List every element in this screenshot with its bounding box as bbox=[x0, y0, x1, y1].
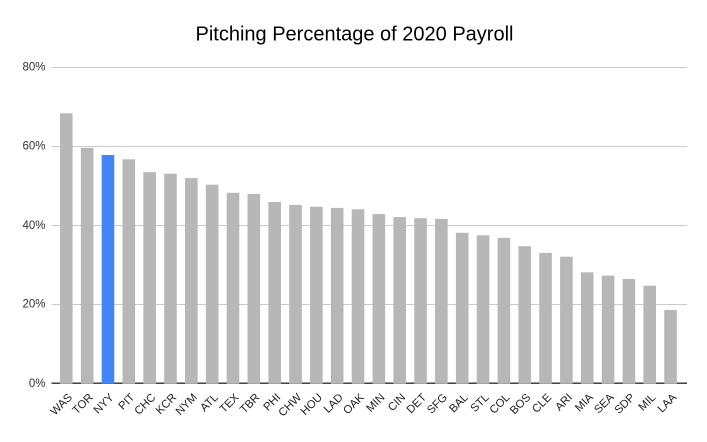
svg-text:60%: 60% bbox=[22, 141, 45, 153]
svg-text:40%: 40% bbox=[22, 220, 45, 232]
svg-text:Pitching Percentage of 2020 Pa: Pitching Percentage of 2020 Payroll bbox=[196, 24, 514, 46]
svg-text:20%: 20% bbox=[22, 299, 45, 311]
svg-text:80%: 80% bbox=[22, 61, 45, 73]
svg-text:0%: 0% bbox=[29, 378, 46, 390]
